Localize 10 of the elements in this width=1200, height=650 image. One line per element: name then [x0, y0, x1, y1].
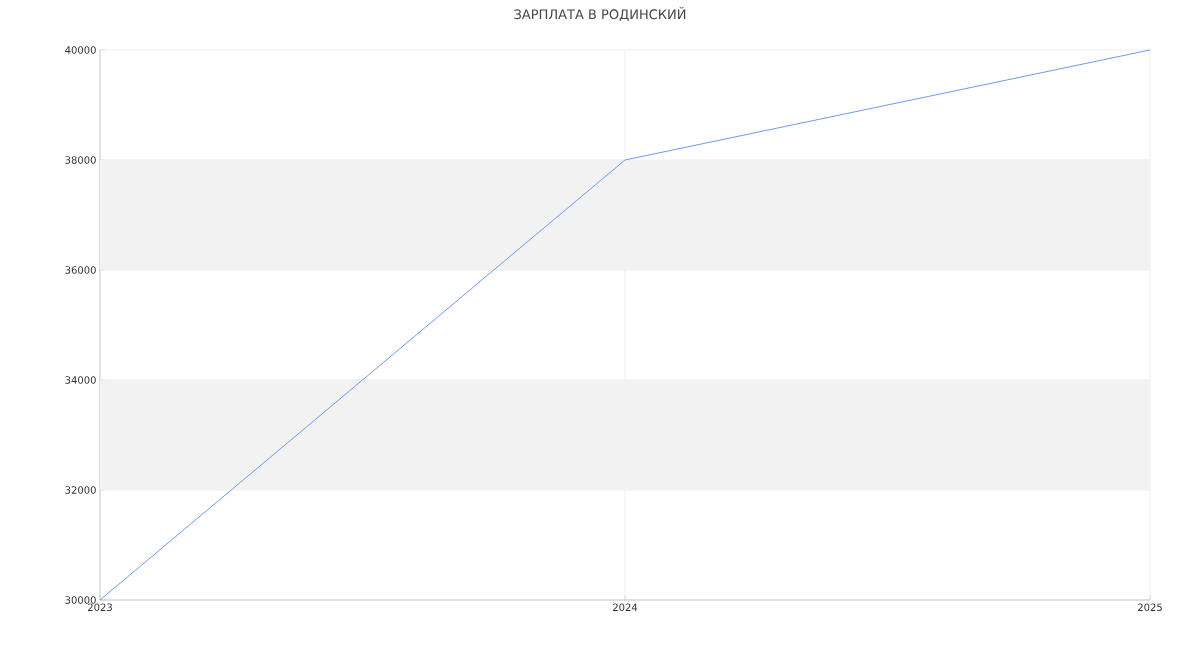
y-tick-label: 32000: [65, 486, 96, 494]
y-tick-label: 30000: [65, 596, 96, 604]
y-tick-label: 36000: [65, 266, 96, 274]
x-tick-label: 2024: [613, 603, 638, 612]
y-tick-label: 40000: [65, 46, 96, 54]
y-tick-label: 34000: [65, 376, 96, 384]
x-tick-label: 2023: [88, 603, 112, 612]
x-tick-label: 2025: [1138, 603, 1162, 612]
y-tick-label: 38000: [65, 156, 96, 164]
chart-title: ЗАРПЛАТА В РОДИНСКИЙ: [514, 6, 686, 22]
